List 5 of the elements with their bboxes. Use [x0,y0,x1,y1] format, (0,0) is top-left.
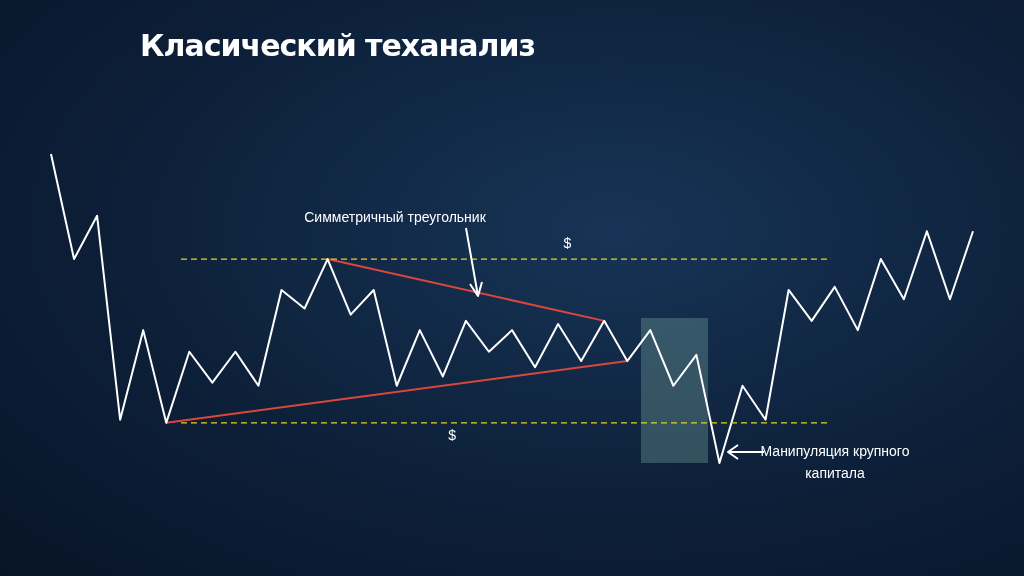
annotation: Манипуляция крупного капитала [759,442,911,483]
ref-line-label: $ [448,426,457,443]
annotation: Симметричный треугольник [303,208,487,227]
ref-line-label: $ [563,234,572,251]
chart-title: Класический теханализ [140,28,535,63]
